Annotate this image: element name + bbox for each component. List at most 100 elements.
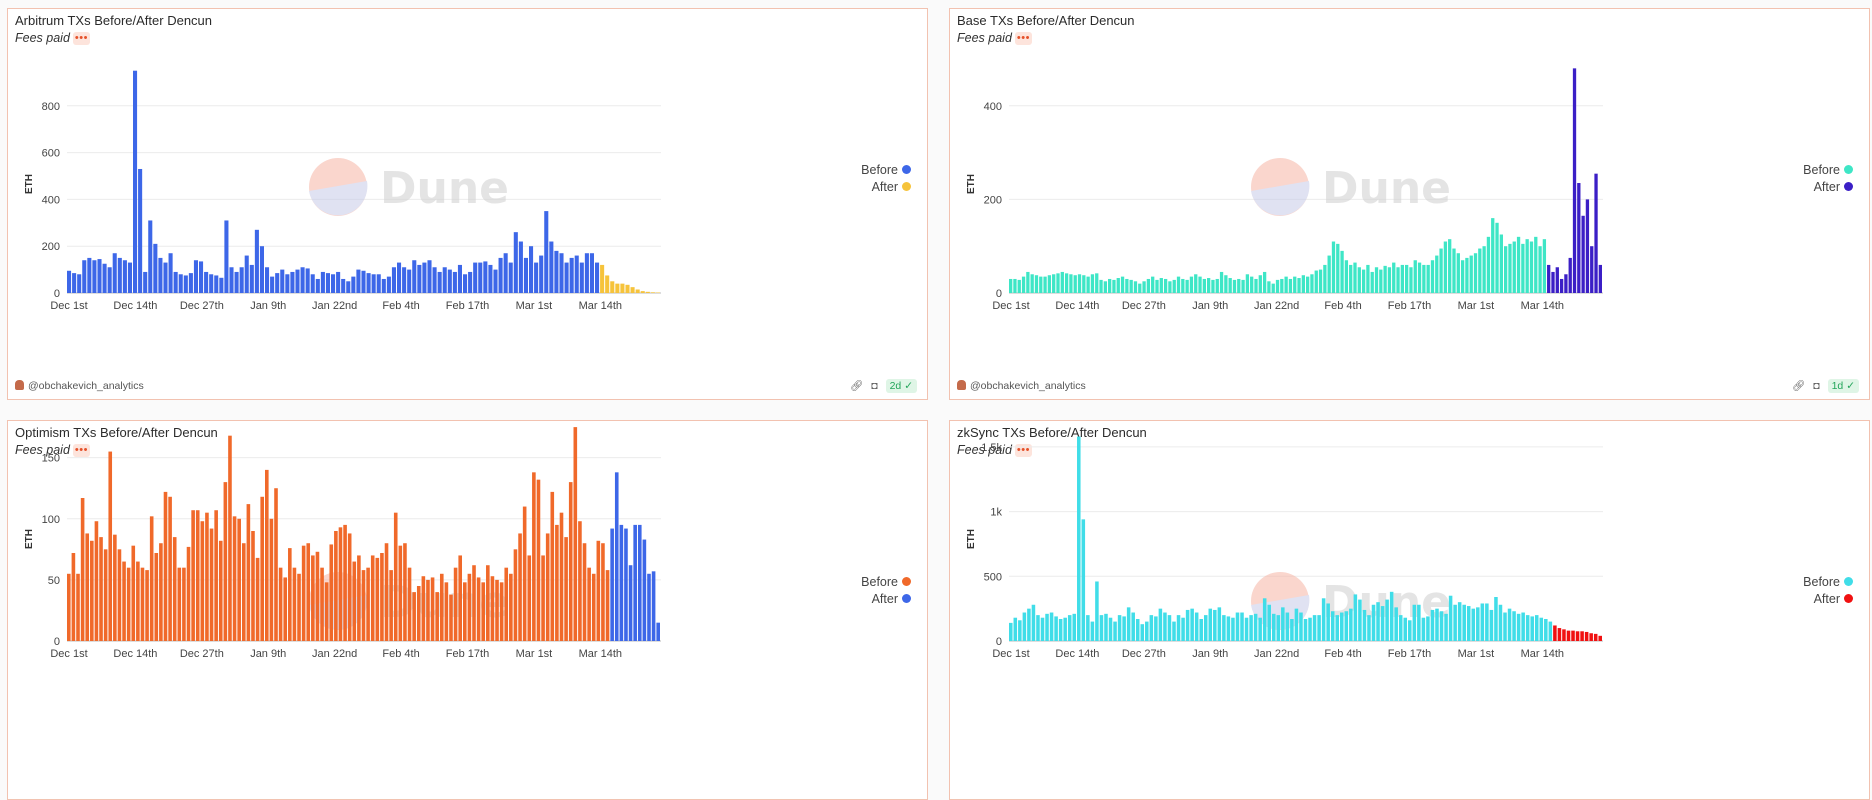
- bar-before[interactable]: [179, 274, 183, 293]
- bar-before[interactable]: [1495, 223, 1498, 293]
- bar-after[interactable]: [631, 287, 635, 293]
- bar-before[interactable]: [514, 549, 518, 641]
- bar-before[interactable]: [1485, 603, 1489, 641]
- bar-before[interactable]: [1240, 613, 1244, 641]
- bar-before[interactable]: [159, 543, 163, 641]
- bar-before[interactable]: [1422, 618, 1426, 641]
- bar-before[interactable]: [1272, 284, 1275, 293]
- bar-before[interactable]: [1413, 605, 1417, 641]
- bar-before[interactable]: [1100, 615, 1104, 641]
- bar-before[interactable]: [1286, 613, 1290, 641]
- bar-before[interactable]: [356, 270, 360, 293]
- bar-before[interactable]: [1392, 263, 1395, 293]
- bar-before[interactable]: [1403, 618, 1407, 641]
- bar-before[interactable]: [127, 568, 131, 641]
- bar-before[interactable]: [385, 543, 389, 641]
- bar-before[interactable]: [1297, 278, 1300, 293]
- bar-before[interactable]: [1199, 619, 1203, 641]
- bar-after[interactable]: [641, 291, 645, 293]
- bar-before[interactable]: [320, 568, 324, 641]
- bar-after[interactable]: [1564, 274, 1567, 293]
- bar-after[interactable]: [1576, 631, 1580, 641]
- bar-before[interactable]: [76, 574, 80, 641]
- bar-before[interactable]: [1052, 274, 1055, 293]
- bar-before[interactable]: [245, 256, 249, 293]
- bar-before[interactable]: [532, 472, 536, 641]
- bar-before[interactable]: [1322, 598, 1326, 641]
- bar-after[interactable]: [656, 623, 660, 641]
- bar-before[interactable]: [509, 263, 513, 293]
- bar-before[interactable]: [481, 582, 485, 641]
- bar-before[interactable]: [592, 574, 596, 641]
- bar-before[interactable]: [377, 274, 381, 293]
- bar-before[interactable]: [145, 570, 149, 641]
- bar-before[interactable]: [1177, 277, 1180, 293]
- bar-before[interactable]: [118, 258, 122, 293]
- bar-before[interactable]: [1482, 246, 1485, 293]
- bar-before[interactable]: [463, 274, 467, 293]
- bar-before[interactable]: [1154, 616, 1158, 641]
- bar-before[interactable]: [504, 253, 508, 293]
- bar-before[interactable]: [1530, 242, 1533, 293]
- bar-before[interactable]: [92, 260, 96, 293]
- bar-before[interactable]: [440, 574, 444, 641]
- bar-before[interactable]: [1362, 270, 1365, 293]
- bar-before[interactable]: [1009, 623, 1013, 641]
- bar-before[interactable]: [346, 281, 350, 293]
- bar-before[interactable]: [131, 546, 135, 641]
- bar-after[interactable]: [1580, 631, 1584, 641]
- bar-before[interactable]: [1487, 237, 1490, 293]
- bar-before[interactable]: [1358, 600, 1362, 641]
- bar-before[interactable]: [1521, 244, 1524, 293]
- bar-after[interactable]: [647, 574, 651, 641]
- bar-before[interactable]: [473, 263, 477, 293]
- bar-before[interactable]: [1045, 614, 1049, 641]
- bar-before[interactable]: [1198, 277, 1201, 293]
- bar-after[interactable]: [624, 529, 628, 641]
- bar-before[interactable]: [477, 577, 481, 641]
- bar-before[interactable]: [1417, 605, 1421, 641]
- bar-before[interactable]: [1467, 606, 1471, 641]
- bar-before[interactable]: [407, 270, 411, 293]
- bar-before[interactable]: [1063, 618, 1067, 641]
- bar-before[interactable]: [559, 253, 563, 293]
- bar-before[interactable]: [1543, 239, 1546, 293]
- bar-before[interactable]: [1326, 603, 1330, 641]
- bar-before[interactable]: [1195, 613, 1199, 641]
- bar-after[interactable]: [625, 285, 629, 293]
- bar-after[interactable]: [629, 565, 633, 641]
- bar-before[interactable]: [1367, 615, 1371, 641]
- bar-before[interactable]: [1059, 619, 1063, 641]
- bar-after[interactable]: [1577, 183, 1580, 293]
- bar-before[interactable]: [1131, 613, 1135, 641]
- bar-before[interactable]: [280, 270, 284, 293]
- bar-before[interactable]: [1396, 267, 1399, 293]
- bar-before[interactable]: [1332, 242, 1335, 293]
- bar-after[interactable]: [652, 571, 656, 641]
- bar-before[interactable]: [1204, 615, 1208, 641]
- bar-before[interactable]: [1310, 274, 1313, 293]
- bar-before[interactable]: [1535, 615, 1539, 641]
- bar-before[interactable]: [1035, 275, 1038, 293]
- bar-before[interactable]: [138, 169, 142, 293]
- bar-before[interactable]: [316, 552, 320, 641]
- bar-before[interactable]: [1499, 605, 1503, 641]
- bar-after[interactable]: [1556, 267, 1559, 293]
- bar-before[interactable]: [574, 427, 578, 641]
- bar-before[interactable]: [229, 267, 233, 293]
- bar-before[interactable]: [1465, 258, 1468, 293]
- bar-after[interactable]: [1558, 628, 1562, 641]
- bar-before[interactable]: [1299, 613, 1303, 641]
- bar-before[interactable]: [1258, 618, 1262, 641]
- bar-before[interactable]: [1190, 609, 1194, 641]
- bar-before[interactable]: [1027, 609, 1031, 641]
- bar-before[interactable]: [402, 267, 406, 293]
- bar-before[interactable]: [169, 253, 173, 293]
- bar-before[interactable]: [1538, 246, 1541, 293]
- bar-before[interactable]: [1168, 615, 1172, 641]
- bar-before[interactable]: [1439, 249, 1442, 293]
- bar-before[interactable]: [1349, 609, 1353, 641]
- bar-before[interactable]: [1160, 278, 1163, 293]
- bar-before[interactable]: [499, 258, 503, 293]
- bar-before[interactable]: [1267, 281, 1270, 293]
